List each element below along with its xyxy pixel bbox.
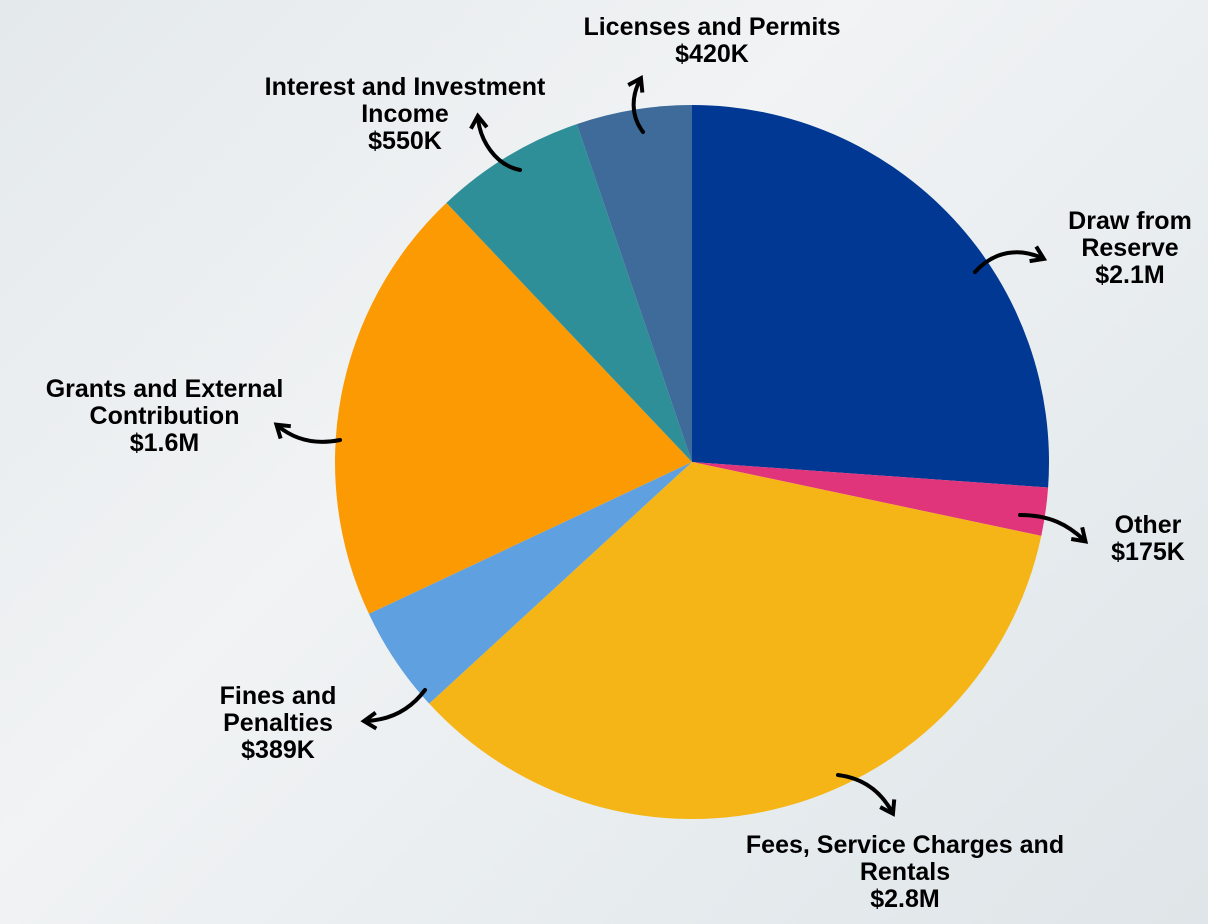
pie-slice	[368, 462, 692, 704]
arrow	[836, 773, 897, 817]
label-name: Grants and External Contribution	[45, 375, 284, 430]
arrow	[360, 688, 427, 731]
label-name: Licenses and Permits	[583, 13, 841, 41]
slice-label: Grants and External Contribution $1.6M	[2, 376, 327, 457]
label-name: Fees, Service Charges and Rentals	[745, 831, 1065, 886]
pie-slice	[446, 124, 692, 462]
slice-label: Other $175K	[1088, 512, 1208, 566]
arrow	[973, 245, 1048, 274]
pie-slice	[335, 202, 692, 614]
slice-label: Licenses and Permits $420K	[512, 14, 912, 68]
label-value: $175K	[1111, 538, 1185, 566]
label-value: $420K	[675, 40, 749, 68]
arrows	[273, 75, 1089, 817]
label-value: $389K	[241, 736, 315, 764]
pie-slice	[692, 105, 1049, 488]
label-name: Interest and Investment Income	[264, 73, 546, 128]
label-value: $2.8M	[870, 885, 940, 913]
label-name: Fines and Penalties	[219, 682, 337, 737]
slice-label: Fines and Penalties $389K	[198, 683, 358, 764]
pie-slice	[576, 105, 692, 462]
pie-slice	[692, 462, 1049, 536]
slice-label: Interest and Investment Income $550K	[250, 74, 560, 155]
arrow	[273, 422, 342, 444]
slice-label: Fees, Service Charges and Rentals $2.8M	[720, 832, 1090, 913]
label-value: $1.6M	[129, 429, 200, 457]
slices	[335, 105, 1049, 819]
label-value: $550K	[368, 127, 442, 155]
arrow	[469, 112, 522, 172]
label-value: $2.1M	[1095, 261, 1165, 289]
label-name: Other	[1114, 511, 1182, 539]
label-name: Draw from Reserve	[1068, 207, 1192, 262]
arrow	[1018, 513, 1089, 544]
pie-slice	[429, 462, 1042, 819]
slice-label: Draw from Reserve $2.1M	[1050, 208, 1208, 289]
arrow	[627, 75, 645, 134]
